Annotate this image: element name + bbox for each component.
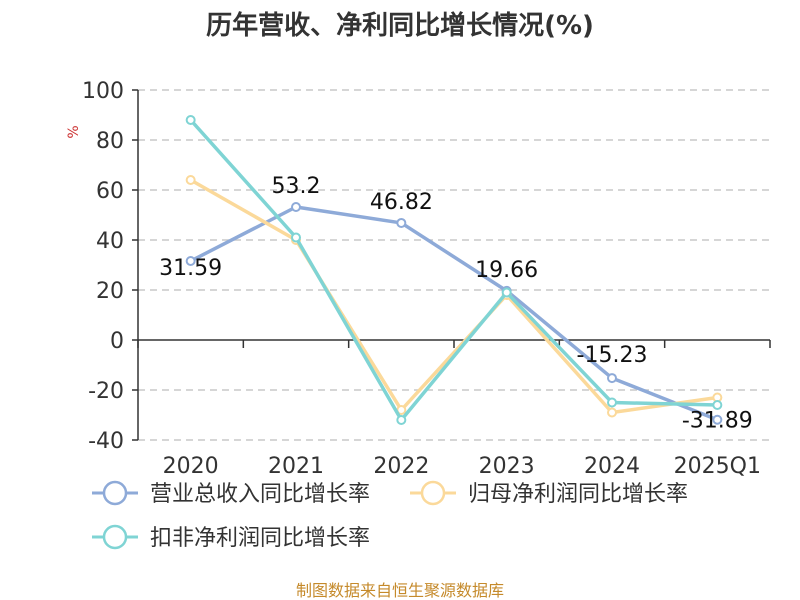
data-label: 46.82 xyxy=(370,190,433,215)
x-tick-label: 2025Q1 xyxy=(674,454,761,479)
series-1-point xyxy=(185,175,196,185)
series-2-point xyxy=(607,397,617,408)
y-axis-unit: % xyxy=(66,125,82,138)
series-line-2 xyxy=(189,118,718,422)
series-0-point xyxy=(291,202,301,212)
y-tick-label: 20 xyxy=(96,279,124,304)
legend-item-1: 归母净利润同比增长率 xyxy=(410,480,688,507)
legend-label: 营业总收入同比增长率 xyxy=(150,482,370,507)
series-2-point xyxy=(712,400,723,410)
series-2-point xyxy=(396,415,407,425)
legend-label: 归母净利润同比增长率 xyxy=(468,482,688,507)
legend-swatch-marker xyxy=(102,524,128,550)
series-0-point xyxy=(185,256,196,267)
y-tick-label: 80 xyxy=(96,129,124,154)
series-2-point xyxy=(185,115,196,125)
series-0-point xyxy=(396,217,407,228)
grid-lines xyxy=(138,89,770,441)
y-tick-label: -20 xyxy=(88,379,124,404)
y-tick-label: 60 xyxy=(96,179,124,204)
series-0-point xyxy=(712,414,723,425)
legend-label: 扣非净利润同比增长率 xyxy=(150,526,370,551)
series-lines xyxy=(185,115,723,425)
legend-item-0: 营业总收入同比增长率 xyxy=(92,480,370,507)
legend-swatch-marker xyxy=(420,480,446,506)
legend-item-2: 扣非净利润同比增长率 xyxy=(92,524,370,551)
x-tick-label: 2020 xyxy=(163,454,219,479)
series-1-point xyxy=(607,407,617,418)
series-line-1 xyxy=(189,178,718,415)
y-tick-label: 0 xyxy=(110,329,124,354)
y-tick-label: 100 xyxy=(82,79,124,104)
series-2-point xyxy=(291,232,301,243)
data-label: 19.66 xyxy=(475,258,538,283)
x-tick-label: 2022 xyxy=(373,454,429,479)
y-tick-label: -40 xyxy=(88,429,124,454)
data-labels: 31.59 53.2 46.82 19.66 -15.23 -31.89 xyxy=(159,174,753,434)
data-label: -15.23 xyxy=(577,343,648,368)
data-label: 53.2 xyxy=(272,174,321,199)
x-tick-label: 2023 xyxy=(479,454,535,479)
series-line-0 xyxy=(189,205,718,422)
series-2-point xyxy=(501,287,512,298)
source-note: 制图数据来自恒生聚源数据库 xyxy=(296,581,504,600)
data-label: -31.89 xyxy=(682,409,753,434)
data-label: 31.59 xyxy=(159,256,222,281)
legend-swatch-marker xyxy=(102,480,128,506)
x-tick-label: 2021 xyxy=(268,454,324,479)
chart-title: 历年营收、净利同比增长情况(%) xyxy=(206,10,594,41)
series-0-point xyxy=(607,373,617,384)
x-tick-label: 2024 xyxy=(584,454,640,479)
y-tick-label: 40 xyxy=(96,229,124,254)
axes: 100 80 60 40 20 0 -20 -40 2020 2021 2022 2023 2024 20… xyxy=(82,79,771,479)
